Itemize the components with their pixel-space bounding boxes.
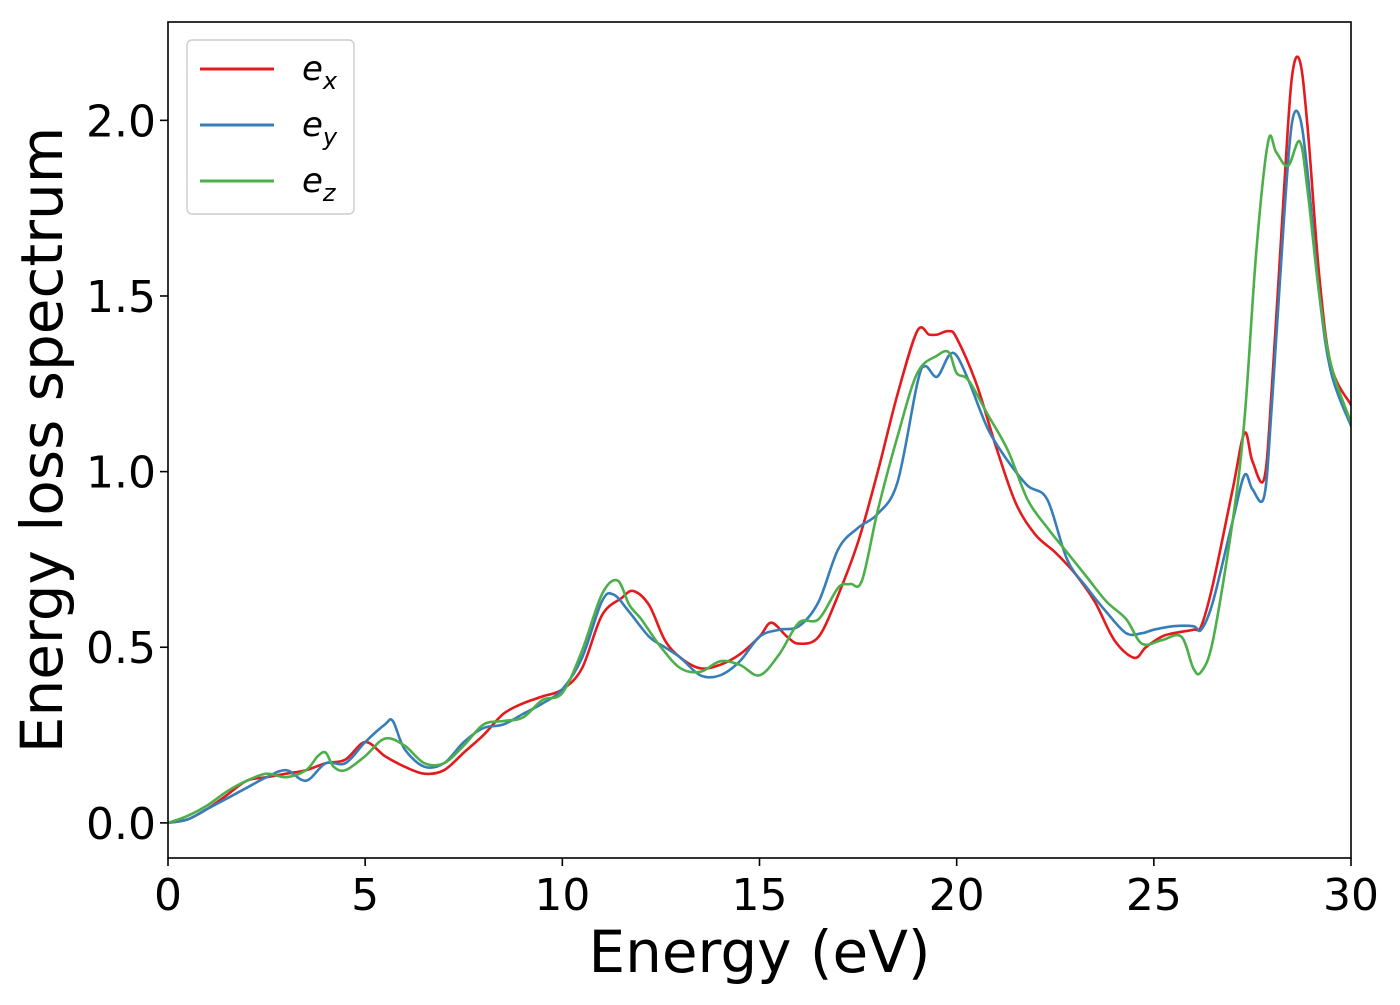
x-axis-title: Energy (eV) xyxy=(588,918,930,986)
x-tick-label: 30 xyxy=(1323,870,1379,921)
x-tick-label: 5 xyxy=(351,870,379,921)
legend-label-x: ex xyxy=(302,49,338,95)
x-tick-label: 15 xyxy=(732,870,788,921)
x-tick-label: 20 xyxy=(929,870,985,921)
x-axis: 0 5 10 15 20 25 30 xyxy=(154,858,1379,921)
x-tick-label: 0 xyxy=(154,870,182,921)
series-line-y xyxy=(168,109,1351,825)
series-layer xyxy=(168,55,1351,825)
series-line-z xyxy=(168,134,1351,825)
y-tick-label: 1.5 xyxy=(86,272,156,323)
legend-label-y: ey xyxy=(302,105,338,151)
legend-box xyxy=(186,39,355,215)
y-tick-label: 0.5 xyxy=(86,623,156,674)
x-tick-label: 10 xyxy=(534,870,590,921)
y-axis: 0.0 0.5 1.0 1.5 2.0 xyxy=(86,96,168,850)
y-tick-label: 2.0 xyxy=(86,96,156,147)
y-tick-label: 1.0 xyxy=(86,448,156,499)
y-tick-label: 0.0 xyxy=(86,799,156,850)
x-tick-label: 25 xyxy=(1126,870,1182,921)
y-axis-title: Energy loss spectrum xyxy=(8,127,76,753)
